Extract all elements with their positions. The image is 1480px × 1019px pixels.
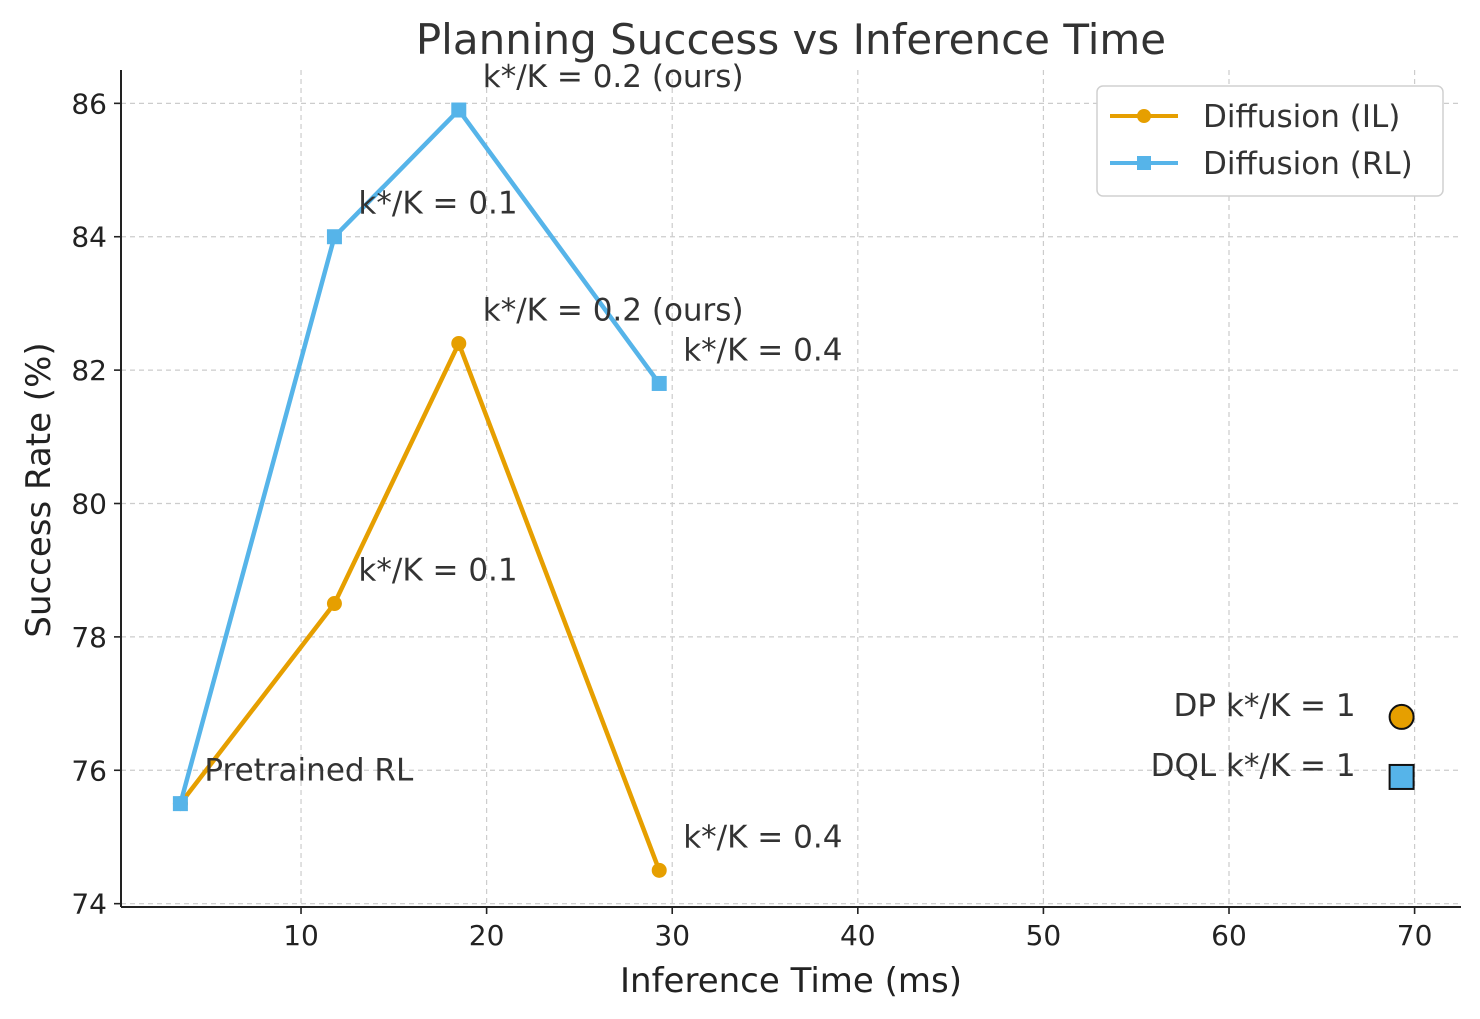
legend: Diffusion (IL) Diffusion (RL): [1096, 85, 1444, 197]
data-point-il-2: [451, 335, 467, 351]
standalone-point-dql: [1388, 763, 1415, 790]
data-point-rl-3: [651, 375, 667, 391]
standalone-points-layer: [1388, 703, 1415, 790]
y-tick-label-78: 78: [71, 621, 107, 654]
annotation-rl-1: k*/K = 0.1: [358, 186, 517, 222]
legend-box: [1096, 85, 1444, 197]
x-tick-label-70: 70: [1397, 919, 1433, 952]
standalone-label-dql: DQL k*/K = 1: [1151, 748, 1356, 784]
y-tick-label-84: 84: [71, 221, 107, 254]
legend-marker-rl-square: [1137, 156, 1151, 170]
x-tick-label-50: 50: [1026, 919, 1062, 952]
y-tick-label-76: 76: [71, 754, 107, 787]
x-tick-label-30: 30: [654, 919, 690, 952]
y-tick-label-74: 74: [71, 888, 107, 921]
y-tick-label-80: 80: [71, 488, 107, 521]
standalone-label-dp: DP k*/K = 1: [1174, 688, 1356, 724]
data-point-il-3: [651, 862, 667, 878]
data-point-rl-1: [326, 229, 342, 245]
data-point-rl-2: [451, 102, 467, 118]
legend-marker-il-circle: [1137, 109, 1151, 123]
standalone-point-dp: [1388, 703, 1415, 730]
annotation-il-1: k*/K = 0.1: [358, 553, 517, 589]
legend-label-rl: Diffusion (RL): [1203, 146, 1413, 182]
data-point-rl-0: [172, 796, 188, 812]
data-point-il-1: [326, 596, 342, 612]
x-tick-label-20: 20: [469, 919, 505, 952]
y-tick-label-86: 86: [71, 87, 107, 120]
chart-title: Planning Success vs Inference Time: [416, 15, 1166, 64]
series-line-il: [178, 341, 662, 872]
x-tick-label-60: 60: [1211, 919, 1247, 952]
x-tick-label-10: 10: [283, 919, 319, 952]
annotation-rl-2: k*/K = 0.2 (ours): [483, 59, 744, 95]
x-axis-label: Inference Time (ms): [620, 961, 962, 1001]
series-line-rl: [178, 107, 662, 805]
legend-label-il: Diffusion (IL): [1203, 99, 1400, 135]
ticks-layer: 10 20 30 40 50 60 70 74 76 78 80 82 84 86: [71, 87, 1432, 952]
annotation-layer: k*/K = 0.1 k*/K = 0.2 (ours) k*/K = 0.4 Pre…: [204, 59, 1355, 855]
x-tick-label-40: 40: [840, 919, 876, 952]
annotation-rl-3: k*/K = 0.4: [683, 332, 842, 368]
annotation-il-2: k*/K = 0.2 (ours): [483, 292, 744, 328]
annotation-rl-0: Pretrained RL: [204, 753, 414, 789]
annotation-il-3: k*/K = 0.4: [683, 819, 842, 855]
y-tick-label-82: 82: [71, 354, 107, 387]
y-axis-label: Success Rate (%): [19, 342, 59, 637]
grid-layer: [121, 70, 1461, 907]
series-layer: [172, 102, 667, 878]
axes-layer: [120, 70, 1461, 908]
